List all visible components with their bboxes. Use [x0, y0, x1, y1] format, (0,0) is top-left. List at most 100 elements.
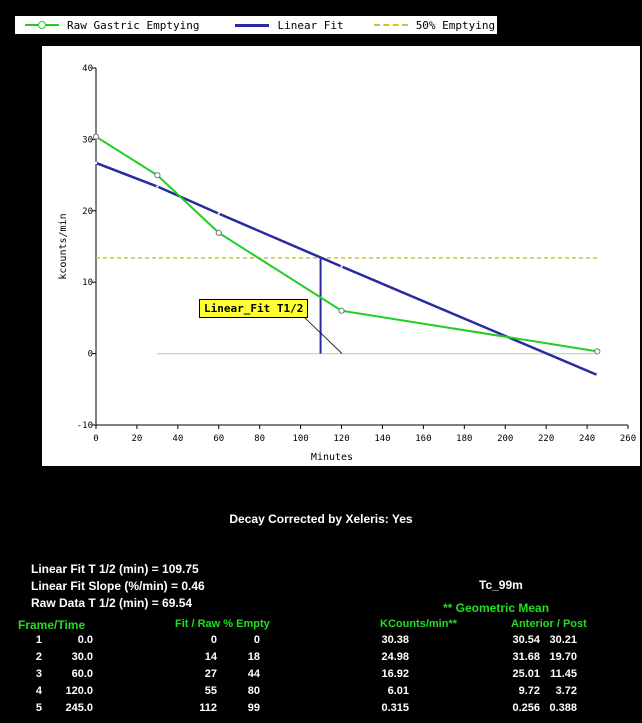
table-row: 3 60.0 27 44 16.92 25.01 11.45: [0, 668, 642, 685]
legend-label-half: 50% Emptying: [415, 18, 496, 32]
y-axis-label: kcounts/min: [58, 213, 69, 279]
geometric-mean-label: ** Geometric Mean: [443, 601, 550, 615]
raw-data-point: [92, 133, 100, 140]
legend-item-fit: Linear Fit: [235, 18, 344, 32]
x-tick-label: 180: [456, 434, 472, 444]
table-cell: 99: [247, 702, 260, 714]
t-half-annotation: Linear_Fit T1/2: [199, 299, 309, 318]
stat-fit-half: Linear Fit T 1/2 (min) = 109.75: [31, 562, 199, 576]
table-cell: 1: [35, 634, 42, 646]
header-fit-raw: Fit / Raw % Empty: [175, 618, 270, 630]
header-frame-time: Frame/Time: [18, 618, 86, 632]
table-cell: 11.45: [550, 668, 577, 680]
table-cell: 80: [247, 685, 260, 697]
table-cell: 19.70: [549, 651, 577, 663]
table-cell: 3: [35, 668, 42, 680]
table-cell: 0.256: [512, 702, 540, 714]
table-cell: 0.315: [381, 702, 409, 714]
legend-item-raw: Raw Gastric Emptying: [25, 19, 199, 32]
raw-emptying-line: [95, 135, 598, 353]
table-cell: 24.98: [381, 651, 409, 663]
header-kcounts: KCounts/min**: [380, 618, 457, 630]
plot-background: [42, 46, 640, 466]
table-cell: 120.0: [65, 685, 93, 697]
legend-swatch-half: [373, 24, 408, 26]
x-tick-label: 140: [374, 434, 390, 444]
table-cell: 30.38: [381, 634, 409, 646]
table-cell: 2: [35, 651, 42, 663]
annotation-leader: [304, 317, 343, 354]
y-tick-label: 20: [82, 207, 93, 217]
raw-data-point: [215, 229, 222, 236]
table-cell: 60.0: [71, 668, 93, 680]
results-table: 1 0.0 0 0 30.38 30.54 30.21 2 30.0 14 18 24.98 31.68…: [0, 634, 642, 719]
chart-marks: [92, 133, 601, 377]
table-cell: 112: [199, 702, 217, 714]
table-cell: 14: [204, 651, 217, 663]
table-cell: 245.0: [65, 702, 93, 714]
y-tick-label: -10: [77, 421, 93, 431]
x-tick-label: 0: [93, 434, 98, 444]
linear-fit-point: [156, 185, 159, 188]
x-tick-label: 40: [172, 434, 183, 444]
raw-data-point: [154, 172, 161, 179]
table-row: 5 245.0 112 99 0.315 0.256 0.388: [0, 702, 642, 719]
table-cell: 55: [204, 685, 217, 697]
table-cell: 5: [35, 702, 42, 714]
table-cell: 44: [247, 668, 260, 680]
y-tick-label: 10: [82, 278, 93, 288]
y-tick-label: 40: [82, 64, 93, 74]
raw-data-point: [594, 348, 601, 355]
chart-legend: Raw Gastric Emptying Linear Fit 50% Empt…: [14, 15, 498, 35]
linear-fit-line: [95, 161, 598, 377]
table-cell: 18: [247, 651, 260, 663]
stat-raw-half: Raw Data T 1/2 (min) = 69.54: [31, 596, 193, 610]
linear-fit-point: [340, 265, 343, 268]
table-cell: 6.01: [387, 685, 409, 697]
table-row: 1 0.0 0 0 30.38 30.54 30.21: [0, 634, 642, 651]
x-tick-label: 160: [415, 434, 431, 444]
table-cell: 30.21: [549, 634, 577, 646]
x-tick-label: 120: [333, 434, 349, 444]
chart-labels: 0 20 40 60 80 100 120 140 160 180 200 220 240 260-100…: [58, 64, 636, 463]
table-row: 4 120.0 55 80 6.01 9.72 3.72: [0, 685, 642, 702]
table-cell: 16.92: [381, 668, 409, 680]
raw-data-point: [338, 307, 345, 314]
legend-label-fit: Linear Fit: [277, 18, 344, 32]
legend-swatch-raw: [25, 21, 59, 29]
stat-slope: Linear Fit Slope (%/min) = 0.46: [31, 579, 205, 593]
table-cell: 0: [210, 634, 217, 646]
table-cell: 30.0: [71, 651, 93, 663]
table-cell: 27: [204, 668, 217, 680]
table-cell: 0.0: [77, 634, 93, 646]
table-cell: 9.72: [518, 685, 540, 697]
x-tick-label: 100: [292, 434, 308, 444]
x-tick-label: 200: [497, 434, 513, 444]
legend-item-half: 50% Emptying: [373, 18, 496, 32]
x-axis-label: Minutes: [311, 452, 353, 463]
x-tick-label: 240: [579, 434, 595, 444]
decay-corrected-text: Decay Corrected by Xeleris: Yes: [229, 512, 413, 526]
linear-fit-point: [95, 161, 97, 164]
y-tick-label: 30: [82, 135, 93, 145]
table-cell: 0.388: [549, 702, 577, 714]
isotope-label: Tc_99m: [479, 578, 523, 592]
x-tick-label: 20: [132, 434, 143, 444]
header-anterior-post: Anterior / Post: [511, 618, 587, 630]
y-tick-label: 0: [88, 350, 93, 360]
x-tick-label: 260: [620, 434, 636, 444]
linear-fit-point: [596, 374, 599, 377]
table-cell: 25.01: [512, 668, 540, 680]
gastric-emptying-chart: 0 20 40 60 80 100 120 140 160 180 200 220 240 260-100…: [58, 64, 636, 463]
legend-swatch-fit: [235, 23, 270, 27]
table-cell: 31.68: [512, 651, 540, 663]
legend-label-raw: Raw Gastric Emptying: [67, 18, 200, 32]
table-cell: 30.54: [512, 634, 540, 646]
x-tick-label: 80: [254, 434, 265, 444]
table-cell: 4: [35, 685, 42, 697]
x-tick-label: 220: [538, 434, 554, 444]
chart-axes: [92, 67, 629, 429]
table-row: 2 30.0 14 18 24.98 31.68 19.70: [0, 651, 642, 668]
linear-fit-point: [217, 212, 220, 215]
table-cell: 0: [253, 634, 260, 646]
